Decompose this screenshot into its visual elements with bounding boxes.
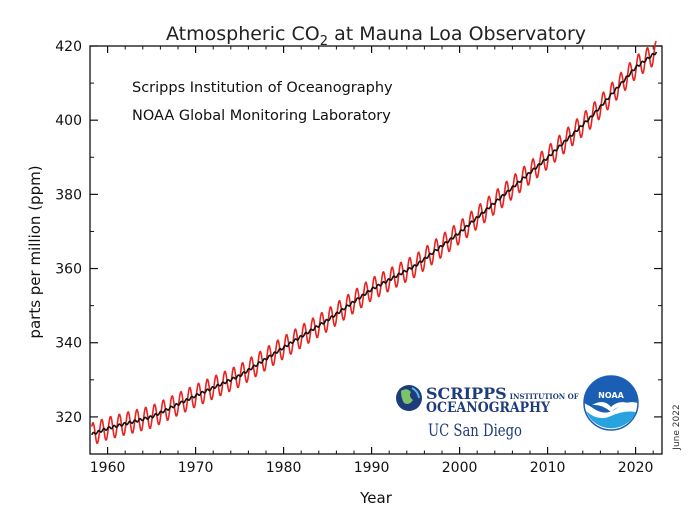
globe-highlight — [411, 387, 420, 399]
date-stamp: June 2022 — [672, 404, 682, 450]
y-axis-label: parts per million (ppm) — [26, 165, 44, 338]
series-trend — [91, 51, 658, 436]
scripps-logo: SCRIPPS INSTITUTION OF OCEANOGRAPHY — [396, 384, 579, 416]
y-tick-label: 380 — [55, 187, 82, 203]
noaa-gull — [592, 401, 631, 412]
x-axis-label: Year — [359, 489, 393, 507]
credit-scripps: Scripps Institution of Oceanography — [132, 80, 393, 96]
scripps-wordmark-line2: OCEANOGRAPHY — [426, 400, 551, 416]
x-tick-label: 2000 — [442, 460, 478, 476]
x-tick-label: 1960 — [90, 460, 126, 476]
x-axis-ticks: 1960 1970 1980 1990 2000 2010 2020 — [90, 46, 654, 476]
chart-title: Atmospheric CO2 at Mauna Loa Observatory — [166, 23, 586, 49]
x-tick-label: 2020 — [618, 460, 654, 476]
ucsd-logo: UC San Diego — [428, 421, 522, 441]
y-tick-label: 360 — [55, 262, 82, 278]
credit-noaa: NOAA Global Monitoring Laboratory — [132, 108, 391, 124]
scripps-wordmark: SCRIPPS INSTITUTION OF — [426, 384, 579, 403]
y-tick-label: 400 — [55, 113, 82, 129]
noaa-lower — [586, 411, 636, 429]
noaa-logo: NOAA — [583, 375, 639, 431]
y-tick-label: 340 — [55, 336, 82, 352]
x-tick-label: 1990 — [354, 460, 390, 476]
noaa-wordmark: NOAA — [598, 391, 624, 400]
x-tick-label: 1980 — [266, 460, 302, 476]
plot-frame — [89, 45, 663, 455]
series-monthly-mean — [90, 40, 657, 445]
y-tick-label: 420 — [55, 39, 82, 55]
x-tick-label: 1970 — [178, 460, 214, 476]
globe-land — [401, 389, 413, 404]
y-axis-ticks: 320 340 360 380 400 420 — [55, 39, 662, 426]
y-tick-label: 320 — [55, 410, 82, 426]
x-tick-label: 2010 — [530, 460, 566, 476]
